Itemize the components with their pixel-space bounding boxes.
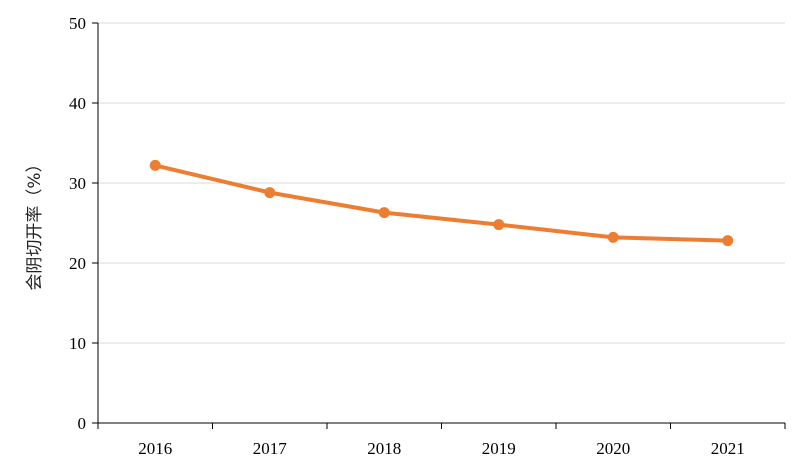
- data-point: [378, 207, 390, 219]
- x-tick-label: 2021: [711, 439, 745, 458]
- x-tick-label: 2018: [367, 439, 401, 458]
- axes: [92, 22, 786, 429]
- y-tick-label: 50: [69, 14, 86, 33]
- x-tick-label: 2017: [253, 439, 288, 458]
- tick-labels: 0 10 20 30 40 50 2016 2017 2018 2019 2020 2021: [69, 14, 745, 458]
- y-axis-title: 会阴切开率（%）: [25, 155, 45, 290]
- x-tick-label: 2019: [482, 439, 516, 458]
- data-point: [607, 231, 619, 243]
- y-tick-label: 30: [69, 174, 86, 193]
- y-tick-label: 10: [69, 334, 86, 353]
- data-point: [264, 187, 276, 199]
- data-point: [149, 159, 161, 171]
- series-line: [153, 163, 730, 243]
- series: [149, 159, 734, 247]
- y-tick-label: 40: [69, 94, 86, 113]
- data-point: [722, 235, 734, 247]
- y-tick-label: 0: [78, 414, 87, 433]
- gridlines: [98, 22, 785, 344]
- y-tick-label: 20: [69, 254, 86, 273]
- x-tick-label: 2016: [138, 439, 172, 458]
- data-point: [493, 219, 505, 231]
- x-tick-label: 2020: [596, 439, 630, 458]
